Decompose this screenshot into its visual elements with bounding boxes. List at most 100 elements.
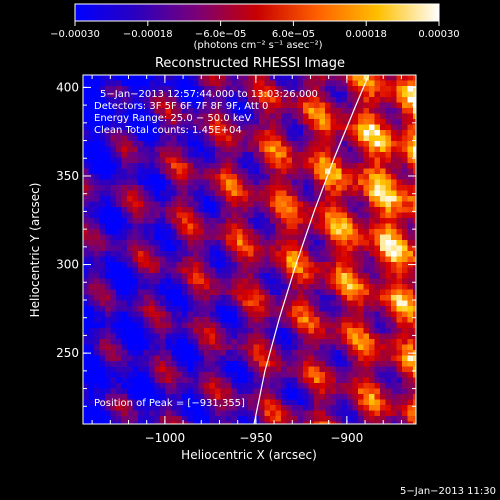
heatmap-cell [385, 179, 392, 186]
heatmap-cell [391, 405, 397, 411]
heatmap-cell [347, 240, 353, 246]
heatmap-cell [215, 256, 221, 263]
heatmap-cell [237, 201, 243, 208]
heatmap-cell [413, 234, 416, 241]
heatmap-cell [347, 383, 353, 389]
heatmap-cell [220, 141, 227, 147]
heatmap-cell [231, 350, 238, 356]
heatmap-cell [407, 80, 414, 87]
heatmap-cell [121, 218, 128, 224]
heatmap-cell [176, 339, 183, 345]
heatmap-cell [275, 124, 282, 131]
heatmap-cell [231, 91, 238, 98]
heatmap-cell [275, 300, 282, 307]
heatmap-cell [187, 146, 194, 153]
heatmap-cell [165, 256, 172, 263]
heatmap-cell [314, 256, 320, 263]
heatmap-cell [347, 333, 353, 340]
heatmap-cell [237, 240, 243, 246]
heatmap-cell [407, 306, 414, 312]
heatmap-cell [116, 245, 122, 252]
heatmap-cell [127, 355, 133, 362]
heatmap-cell [314, 278, 320, 285]
heatmap-cell [264, 366, 271, 373]
heatmap-cell [336, 223, 342, 230]
heatmap-cell [209, 86, 216, 92]
heatmap-cell [297, 124, 304, 131]
heatmap-cell [270, 394, 276, 400]
heatmap-cell [374, 212, 381, 219]
heatmap-cell [363, 289, 370, 296]
heatmap-cell [270, 75, 276, 81]
heatmap-cell [127, 361, 133, 367]
heatmap-cell [248, 240, 254, 246]
heatmap-cell [259, 355, 265, 362]
heatmap-cell [308, 201, 315, 208]
heatmap-cell [413, 311, 416, 318]
heatmap-cell [325, 328, 331, 334]
heatmap-cell [391, 372, 397, 378]
heatmap-cell [391, 262, 397, 268]
heatmap-cell [253, 185, 260, 191]
heatmap-cell [237, 410, 243, 417]
heatmap-cell [308, 135, 315, 142]
heatmap-cell [303, 119, 309, 125]
heatmap-cell [264, 262, 271, 268]
heatmap-cell [319, 196, 326, 202]
heatmap-cell [396, 196, 403, 202]
heatmap-cell [347, 218, 353, 224]
heatmap-cell [303, 317, 309, 323]
heatmap-cell [94, 383, 100, 389]
heatmap-cell [319, 317, 326, 323]
heatmap-cell [154, 212, 161, 219]
heatmap-cell [138, 273, 144, 279]
heatmap-cell [303, 75, 309, 81]
heatmap-cell [193, 306, 199, 312]
heatmap-cell [88, 405, 95, 411]
heatmap-cell [204, 355, 210, 362]
heatmap-cell [94, 234, 100, 241]
heatmap-cell [341, 284, 348, 290]
heatmap-cell [193, 311, 199, 318]
heatmap-cell [264, 416, 271, 422]
heatmap-cell [121, 251, 128, 257]
heatmap-cell [88, 289, 95, 296]
heatmap-cell [325, 284, 331, 290]
heatmap-cell [308, 130, 315, 136]
heatmap-cell [176, 229, 183, 235]
heatmap-cell [176, 113, 183, 120]
heatmap-cell [314, 130, 320, 136]
heatmap-cell [110, 295, 117, 301]
heatmap-cell [226, 405, 232, 411]
heatmap-cell [358, 289, 364, 296]
heatmap-cell [413, 355, 416, 362]
heatmap-cell [83, 372, 89, 378]
heatmap-cell [374, 284, 381, 290]
heatmap-cell [226, 146, 232, 153]
heatmap-cell [347, 102, 353, 109]
heatmap-cell [358, 207, 364, 213]
heatmap-cell [99, 366, 106, 373]
heatmap-cell [380, 344, 386, 351]
heatmap-cell [121, 416, 128, 422]
heatmap-cell [286, 416, 293, 422]
heatmap-cell [116, 388, 122, 395]
heatmap-cell [264, 229, 271, 235]
heatmap-cell [110, 289, 117, 296]
heatmap-cell [259, 97, 265, 103]
heatmap-cell [226, 86, 232, 92]
heatmap-cell [237, 185, 243, 191]
heatmap-cell [204, 86, 210, 92]
heatmap-cell [325, 190, 331, 197]
heatmap-cell [292, 119, 298, 125]
heatmap-cell [314, 86, 320, 92]
heatmap-cell [270, 262, 276, 268]
heatmap-cell [363, 130, 370, 136]
heatmap-cell [341, 75, 348, 81]
heatmap-cell [363, 372, 370, 378]
heatmap-cell [149, 361, 155, 367]
heatmap-cell [259, 388, 265, 395]
heatmap-cell [83, 113, 89, 120]
heatmap-cell [374, 251, 381, 257]
heatmap-cell [231, 295, 238, 301]
